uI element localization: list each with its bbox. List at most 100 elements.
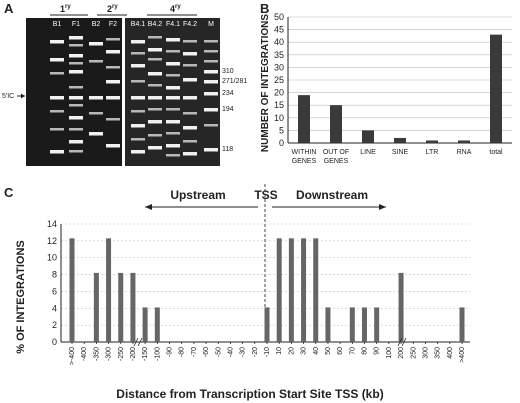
gel-band	[89, 112, 103, 115]
chart-c-ytick: 0	[52, 337, 57, 347]
gel-band	[131, 40, 145, 44]
chart-b-xtick: SINE	[392, 149, 409, 156]
gel-band	[204, 60, 218, 63]
chart-c-xtick: -350	[93, 347, 100, 361]
chart-c-bar	[349, 307, 355, 342]
gel-band	[69, 36, 83, 40]
gel-band	[131, 52, 145, 55]
gel-band	[166, 154, 180, 157]
chart-b-ytick: 15	[274, 100, 284, 110]
gel-band	[183, 112, 197, 115]
chart-c-bar	[301, 238, 307, 342]
chart-c-xtick: >-400	[69, 347, 76, 365]
chart-b-bar	[458, 140, 470, 143]
chart-b-bar	[394, 137, 406, 143]
gel-band	[148, 96, 162, 100]
chart-c-xtick: 350	[435, 347, 442, 359]
chart-c-xtick: 40	[313, 347, 320, 355]
gel-band	[204, 124, 218, 127]
chart-c-xlabel: Distance from Transcription Start Site T…	[116, 387, 383, 401]
gel-band	[166, 108, 180, 111]
marker-size-234: 234	[222, 90, 234, 97]
chart-c-ytick: 4	[52, 303, 57, 313]
chart-c-bar	[276, 238, 282, 342]
gel-band	[204, 108, 218, 112]
downstream-arrowhead	[379, 204, 386, 210]
gel-band	[131, 124, 145, 128]
gel-band	[204, 148, 218, 152]
gel-band	[204, 70, 218, 74]
chart-b-ylabel: NUMBER OF INTEGRATIONS	[260, 14, 271, 152]
chart-b-ytick: 45	[274, 25, 284, 35]
gel-band	[69, 62, 83, 65]
gel-lane-label-m: M	[208, 21, 214, 28]
gel-band	[69, 70, 83, 74]
gel-band	[69, 140, 83, 144]
chart-c-xtick: >400	[459, 347, 466, 363]
gel-band	[50, 128, 64, 131]
gel-band	[131, 150, 145, 154]
chart-c-xtick: 50	[325, 347, 332, 355]
gel-band	[166, 144, 180, 148]
gel-band	[148, 84, 162, 87]
chart-c-xtick: 80	[362, 347, 369, 355]
gel-group-header-2: 2ry	[107, 4, 118, 14]
chart-c-xtick: 90	[374, 347, 381, 355]
gel-lane-label-b2: B2	[92, 21, 101, 28]
panel-label-c: C	[4, 185, 14, 200]
gel-band	[50, 58, 64, 62]
gel-band	[89, 96, 103, 100]
chart-b-xtick: OUT OF	[323, 149, 349, 156]
gel-band	[183, 78, 197, 82]
gel-band	[148, 72, 162, 76]
chart-c-xtick: -60	[203, 347, 210, 357]
chart-c-xtick: -90	[167, 347, 174, 357]
gel-band	[148, 48, 162, 52]
chart-c-xtick: 60	[337, 347, 344, 355]
gel-band	[148, 146, 162, 150]
chart-b-xtick: WITHIN	[292, 149, 317, 156]
gel-band	[50, 40, 64, 44]
gel-lane-label-b42: B4.2	[148, 21, 163, 28]
gel-band	[166, 50, 180, 53]
chart-c-axis-break-left	[133, 337, 139, 347]
gel-band	[166, 38, 180, 42]
chart-c-bar	[398, 272, 404, 342]
gel-band	[69, 128, 83, 131]
chart-b-ytick: 30	[274, 62, 284, 72]
chart-c-bar	[459, 307, 465, 342]
gel-band	[106, 80, 120, 84]
chart-c-xtick: 400	[447, 347, 454, 359]
marker-size-271: 271/281	[222, 78, 247, 85]
gel-band	[131, 64, 145, 68]
gel-lane-label-b1: B1	[53, 21, 62, 28]
gel-bands	[50, 36, 218, 157]
panel-label-b: B	[260, 1, 269, 16]
gel-band	[166, 86, 180, 90]
chart-b-xtick: LTR	[426, 149, 439, 156]
chart-c-bar	[69, 238, 75, 342]
panel-label-a: A	[4, 1, 14, 16]
gel-band	[204, 92, 218, 96]
gel-band	[148, 108, 162, 111]
chart-c-xtick: 250	[410, 347, 417, 359]
gel-band	[148, 36, 162, 39]
chart-c-xtick: -80	[179, 347, 186, 357]
chart-b-bar	[490, 34, 502, 143]
chart-c-xtick: 30	[301, 347, 308, 355]
gel-band	[106, 50, 120, 54]
chart-c-xtick: -100	[154, 347, 161, 361]
gel-band	[69, 44, 83, 47]
gel-band	[148, 58, 162, 61]
chart-b-xtick: GENES	[292, 158, 317, 165]
chart-b-ytick: 10	[274, 113, 284, 123]
gel-group-header-1: 1ry	[60, 4, 71, 14]
gel-band	[106, 118, 120, 121]
chart-c-xtick: -300	[106, 347, 113, 361]
chart-b-bar	[362, 130, 374, 143]
chart-c-xtick: -400	[81, 347, 88, 361]
chart-c-xtick: -250	[118, 347, 125, 361]
gel-band	[50, 72, 64, 75]
chart-c-xtick: -30	[240, 347, 247, 357]
